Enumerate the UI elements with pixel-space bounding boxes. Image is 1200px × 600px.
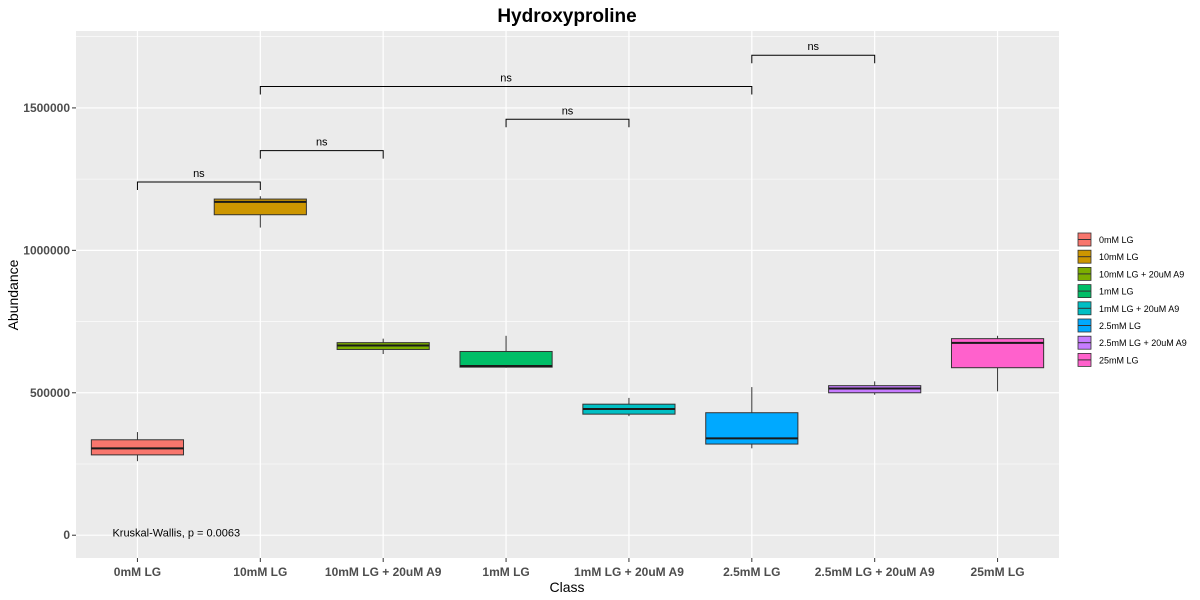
bracket-line: [751, 54, 876, 64]
significance-label: ns: [562, 105, 574, 117]
comparison-bracket: ns: [259, 73, 753, 95]
x-tick-label: 25mM LG: [971, 565, 1025, 579]
x-tick-label: 0mM LG: [114, 565, 161, 579]
y-tick-label: 1000000: [23, 243, 70, 257]
legend-item: 25mM LG: [1077, 352, 1139, 367]
x-axis-ticks: 0mM LG 10mM LG 10mM LG + 20uM A9 1mM LG 1mM …: [114, 558, 1025, 579]
comparison-brackets: ns ns ns ns ns: [136, 41, 876, 190]
x-tick-label: 2.5mM LG + 20uM A9: [815, 565, 935, 579]
x-tick-label: 1mM LG: [482, 565, 529, 579]
y-axis-ticks: 0 500000 1000000 1500000: [23, 101, 76, 542]
box-5: [582, 397, 676, 417]
legend-item: 0mM LG: [1077, 232, 1134, 247]
x-tick-label: 2.5mM LG: [723, 565, 780, 579]
significance-label: ns: [807, 41, 819, 53]
bracket-line: [259, 150, 384, 159]
legend-item: 2.5mM LG + 20uM A9: [1077, 335, 1187, 350]
box-1: [90, 432, 185, 462]
y-axis-title: Abundance: [5, 259, 21, 330]
comparison-bracket: ns: [136, 168, 261, 190]
legend-label: 1mM LG + 20uM A9: [1099, 304, 1179, 314]
legend-label: 2.5mM LG + 20uM A9: [1099, 338, 1187, 348]
y-tick-label: 0: [63, 528, 70, 542]
box-8: [950, 335, 1045, 392]
significance-label: ns: [193, 168, 205, 180]
legend-item: 1mM LG + 20uM A9: [1077, 301, 1179, 316]
box-body: [213, 198, 307, 216]
legend-item: 1mM LG: [1077, 284, 1134, 299]
bracket-line: [505, 118, 630, 128]
comparison-bracket: ns: [505, 105, 630, 128]
box-3: [336, 338, 430, 355]
comparison-bracket: ns: [751, 41, 876, 64]
legend-label: 10mM LG: [1099, 252, 1139, 262]
legend-label: 1mM LG: [1099, 287, 1134, 297]
legend-item: 10mM LG: [1077, 249, 1139, 264]
y-tick-label: 1500000: [23, 101, 70, 115]
x-tick-label: 10mM LG + 20uM A9: [325, 565, 442, 579]
x-axis-title: Class: [549, 579, 584, 595]
significance-label: ns: [500, 73, 512, 85]
boxes: [90, 196, 1045, 462]
legend-item: 2.5mM LG: [1077, 318, 1141, 333]
kruskal-wallis-label: Kruskal-Wallis, p = 0.0063: [112, 527, 240, 539]
box-6: [705, 387, 799, 449]
legend-label: 2.5mM LG: [1099, 321, 1141, 331]
box-7: [828, 381, 922, 395]
comparison-bracket: ns: [259, 137, 384, 159]
legend-label: 0mM LG: [1099, 235, 1134, 245]
legend-item: 10mM LG + 20uM A9: [1077, 266, 1184, 281]
significance-label: ns: [316, 137, 328, 149]
y-tick-label: 500000: [30, 386, 70, 400]
x-tick-label: 1mM LG + 20uM A9: [574, 565, 684, 579]
chart-title: Hydroxyproline: [497, 6, 636, 27]
legend-label: 10mM LG + 20uM A9: [1099, 269, 1184, 279]
box-4: [459, 335, 553, 368]
annotations: Kruskal-Wallis, p = 0.0063: [112, 527, 240, 539]
box-2: [213, 196, 307, 228]
bracket-line: [259, 86, 753, 95]
legend-label: 25mM LG: [1099, 355, 1139, 365]
legend: 0mM LG 10mM LG 10mM LG + 20uM A9 1mM LG 1mM …: [1077, 232, 1187, 367]
box-body: [459, 350, 553, 368]
grid-lines: [76, 31, 1059, 558]
bracket-line: [136, 181, 261, 190]
x-tick-label: 10mM LG: [233, 565, 287, 579]
